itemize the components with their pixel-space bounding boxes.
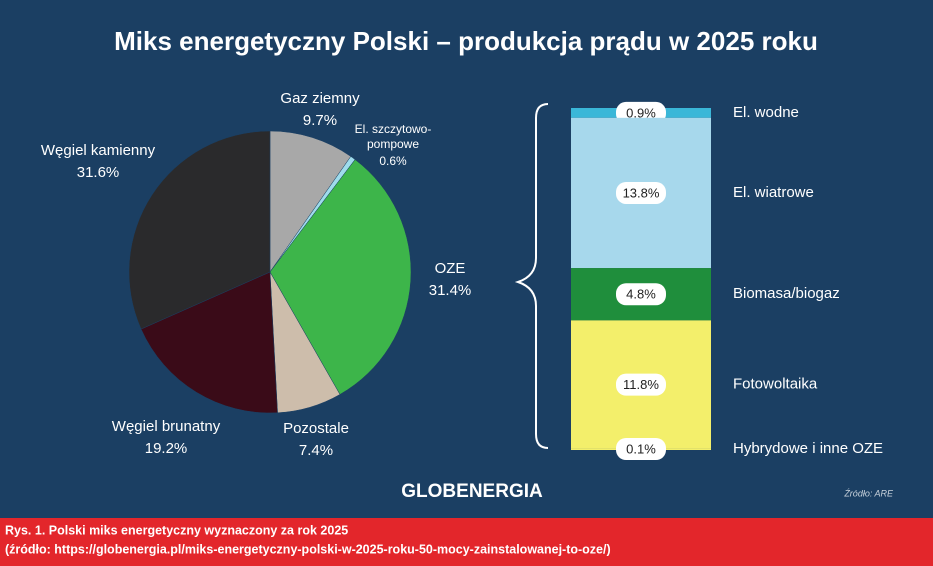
value-pill — [616, 283, 666, 306]
value-pill — [616, 373, 666, 396]
caption-line: (źródło: https://globenergia.pl/miks-ene… — [5, 542, 611, 556]
legend-label: Biomasa/biogaz — [733, 285, 840, 302]
caption-bar — [0, 518, 933, 566]
slice-value: 31.4% — [428, 282, 472, 299]
value-label: 13.8% — [623, 185, 660, 200]
slice-value: 0.6% — [379, 154, 407, 168]
value-pill — [616, 181, 666, 204]
slice-label: OZE — [434, 260, 466, 277]
brand: GLOBENERGIA — [401, 481, 543, 502]
legend-label: Hybrydowe i inne OZE — [733, 440, 883, 457]
slice-label: Węgiel brunatny — [111, 418, 221, 435]
brace — [514, 103, 549, 449]
value-pill — [616, 438, 666, 460]
slice-label: Węgiel kamienny — [40, 142, 156, 159]
value-label: 0.9% — [626, 105, 656, 120]
legend-label: El. wiatrowe — [733, 184, 814, 201]
caption-line: Rys. 1. Polski miks energetyczny wyznacz… — [5, 523, 348, 537]
legend-label: El. wodne — [733, 104, 799, 121]
pie-slice — [269, 159, 412, 395]
slice-value: 31.6% — [76, 164, 120, 181]
value-label: 11.8% — [623, 377, 659, 392]
slice-label: El. szczytowo-pompowe — [354, 122, 432, 151]
slice-label: Pozostale — [283, 420, 349, 437]
slice-value: 9.7% — [302, 112, 338, 129]
slice-label: Gaz ziemny — [280, 90, 360, 107]
slice-value: 19.2% — [144, 440, 188, 457]
value-label: 0.1% — [626, 441, 656, 456]
legend-label: Fotowoltaika — [733, 376, 818, 393]
pie-slice — [140, 271, 278, 414]
pie-slice — [128, 130, 271, 330]
value-label: 4.8% — [626, 287, 656, 302]
source: Źródło: ARE — [843, 488, 894, 498]
slice-value: 7.4% — [298, 442, 334, 459]
pie-slice — [269, 130, 352, 273]
chart-title: Miks energetyczny Polski – produkcja prą… — [114, 26, 818, 56]
